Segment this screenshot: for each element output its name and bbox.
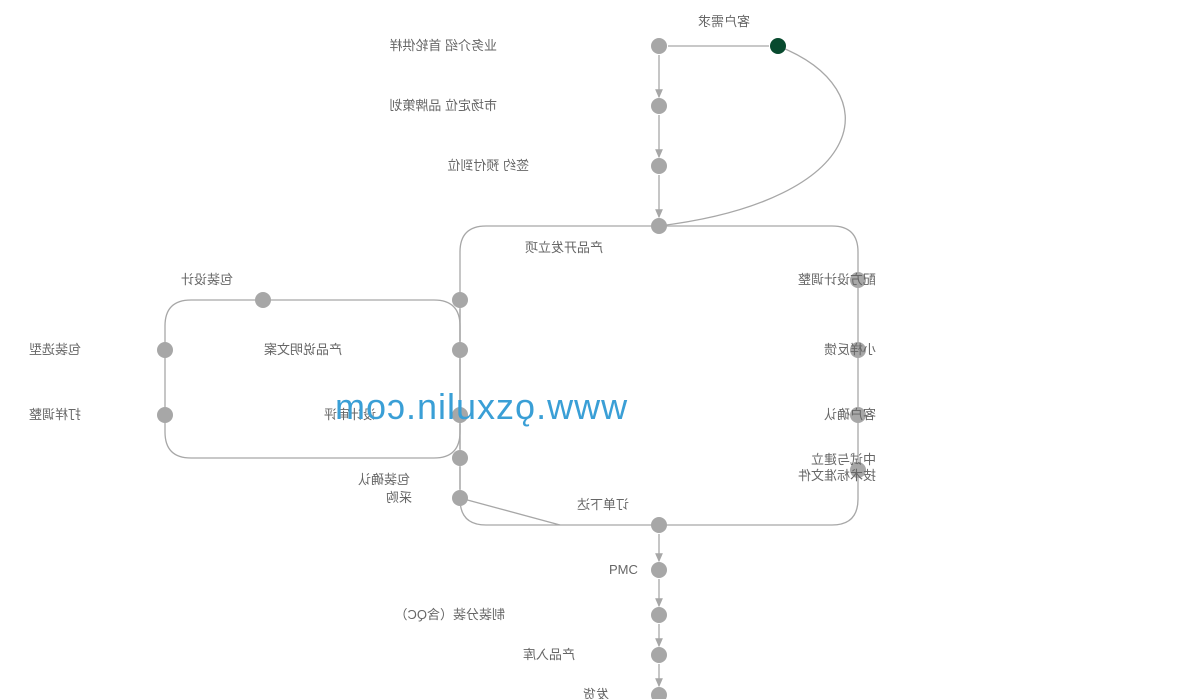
flow-node-label: 产品入库 xyxy=(523,647,575,663)
flow-node-label: 中试与建立 技术标准文件 xyxy=(798,452,876,483)
flow-node-label: 打样调整 xyxy=(29,407,81,423)
flow-node-label: 签约 预付到位 xyxy=(447,158,529,174)
flow-node-label: PMC xyxy=(609,562,638,578)
flow-node-label: 包装选型 xyxy=(29,342,81,358)
flow-node xyxy=(651,647,667,663)
flow-node xyxy=(157,342,173,358)
flow-node xyxy=(452,342,468,358)
flow-node-label: 发货 xyxy=(583,687,609,699)
flow-node-label: 设计审评 xyxy=(324,407,376,423)
flow-node-label: 客户需求 xyxy=(698,14,750,30)
flow-node-label: 产品说明文案 xyxy=(264,342,342,358)
flow-node xyxy=(651,687,667,699)
flow-node-label: 包装确认 xyxy=(358,472,410,488)
flow-node-label: 制装分装（含QC） xyxy=(394,607,505,623)
flow-node-label: 小样反馈 xyxy=(824,342,876,358)
flow-node xyxy=(651,517,667,533)
flow-node xyxy=(651,218,667,234)
diagram-svg xyxy=(0,0,1200,699)
diagram-stage: 客户需求业务介绍 首轮供样市场定位 品牌策划签约 预付到位产品开发立项配方设计调… xyxy=(0,0,1200,699)
flow-node-label: 采购 xyxy=(386,490,412,506)
flow-node xyxy=(651,562,667,578)
flow-node xyxy=(452,292,468,308)
flow-node-label: 客户确认 xyxy=(824,407,876,423)
flow-node-label: 包装设计 xyxy=(181,272,233,288)
flow-node xyxy=(651,38,667,54)
flow-node xyxy=(452,490,468,506)
flow-node xyxy=(651,98,667,114)
flow-node-label: 配方设计调整 xyxy=(798,272,876,288)
flow-node-label: 订单下达 xyxy=(577,497,629,513)
flow-node-label: 产品开发立项 xyxy=(525,240,603,256)
flow-node xyxy=(255,292,271,308)
flow-node xyxy=(452,450,468,466)
flow-node xyxy=(770,38,786,54)
flow-node-label: 业务介绍 首轮供样 xyxy=(389,38,497,54)
flow-node xyxy=(651,158,667,174)
flow-node xyxy=(452,407,468,423)
flow-node xyxy=(157,407,173,423)
flow-node xyxy=(651,607,667,623)
flow-node-label: 市场定位 品牌策划 xyxy=(389,98,497,114)
